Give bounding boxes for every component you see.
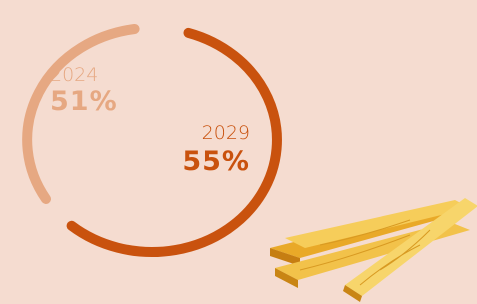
page: {"items": [ {"year": "2024", "value": "5… xyxy=(0,0,477,304)
year-label: 2029 xyxy=(202,122,250,144)
percent-value: 55% xyxy=(182,146,250,177)
percent-value: 51% xyxy=(50,86,118,117)
infographic: 2024 51% 2029 55% xyxy=(0,0,477,304)
year-label: 2024 xyxy=(50,64,98,86)
